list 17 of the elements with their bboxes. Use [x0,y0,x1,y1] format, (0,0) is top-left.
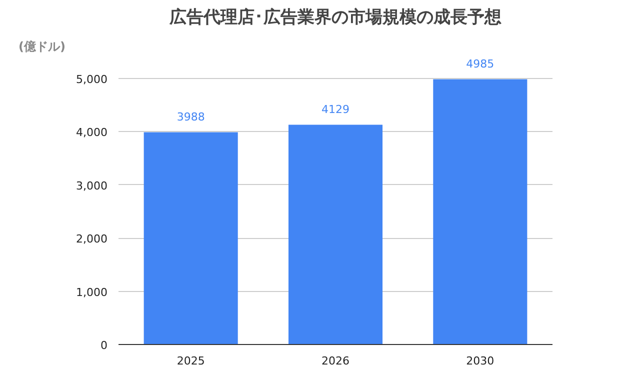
data-label: 3988 [176,110,205,124]
y-tick-label: 1,000 [76,286,108,299]
y-tick-label: 2,000 [76,232,108,246]
bar [144,132,238,344]
y-tick-label: 5,000 [76,72,108,86]
x-tick-label: 2030 [466,354,494,368]
y-tick-label: 0 [100,339,108,352]
y-tick-label: 4,000 [76,126,108,140]
bar [433,79,528,344]
y-axis-title: (億ドル) [18,40,66,54]
data-label: 4129 [322,102,350,116]
y-tick-label: 3,000 [76,179,108,192]
x-tick-label: 2026 [322,354,350,368]
x-tick-label: 2025 [176,354,205,368]
chart-title: 広告代理店･広告業界の市場規模の成長予想 [168,8,502,28]
data-label: 4985 [466,57,494,70]
bar [288,124,383,344]
